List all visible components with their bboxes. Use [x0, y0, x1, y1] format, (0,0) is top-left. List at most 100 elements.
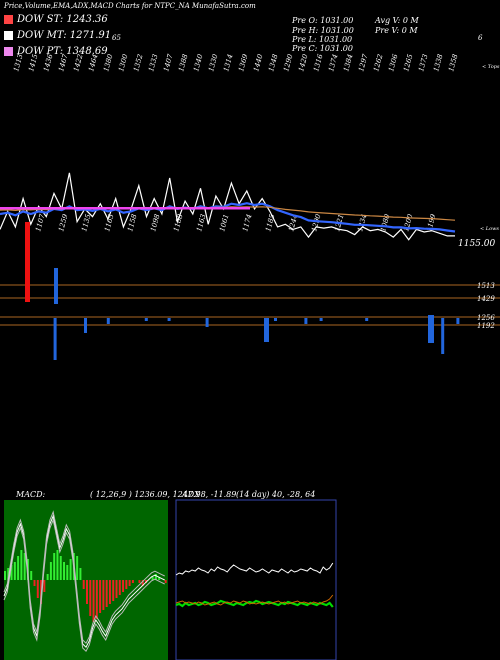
macd-histogram-bar [141, 580, 144, 586]
macd-histogram-bar [33, 580, 36, 586]
stray-label: 6 [478, 34, 483, 42]
volume-bar [167, 318, 171, 321]
macd-histogram-bar [99, 580, 102, 613]
volume-bar [304, 318, 308, 324]
macd-histogram-bar [95, 580, 98, 619]
macd-histogram-bar [56, 550, 59, 580]
macd-histogram-bar [72, 553, 75, 580]
avg-volume: Avg V: 0 M [375, 16, 419, 25]
macd-histogram-bar [17, 556, 20, 580]
top-tick-label: 1380 [102, 53, 114, 73]
macd-histogram-bar [115, 580, 118, 598]
level-label: 1513 [477, 282, 495, 290]
top-tick-label: 1373 [417, 53, 429, 73]
top-tick-label: 1374 [327, 53, 339, 72]
price-series-price [0, 172, 455, 241]
macd-histogram-bar [82, 580, 85, 589]
macd-histogram-bar [30, 571, 33, 580]
macd-histogram-bar [23, 553, 26, 580]
volume-bar [274, 318, 277, 321]
low-tick-label: 1188 [172, 213, 184, 233]
top-tick-label: 1313 [12, 53, 24, 73]
top-tick-label: 1306 [387, 53, 399, 73]
stray-label: 65 [112, 34, 121, 42]
top-tick-label: 1422 [72, 53, 84, 73]
top-tick-label: 1290 [282, 53, 294, 73]
last-price-label: 1155.00 [458, 239, 495, 249]
adx-panel-bg [175, 499, 337, 660]
volume-bar [441, 318, 445, 354]
macd-histogram-bar [112, 580, 115, 601]
top-tick-label: 1314 [222, 53, 234, 72]
legend-label-pt: DOW PT: 1348.69 [17, 46, 108, 57]
legend-dow-mt: DOW MT: 1271.91 [4, 30, 111, 41]
top-tick-label: 1436 [42, 53, 54, 73]
low-tick-label: 1061 [218, 213, 230, 232]
macd-line [3, 514, 165, 649]
macd-histogram-bar [108, 580, 111, 604]
macd-histogram-bar [138, 580, 141, 583]
volume-bar [84, 318, 87, 333]
top-tick-label: 1300 [117, 53, 129, 73]
macd-histogram-bar [63, 562, 66, 580]
volume-bar [456, 318, 460, 324]
top-tick-label: 1316 [312, 53, 324, 73]
level-label: 1256 [477, 314, 495, 322]
low-tick-label: 1200 [402, 213, 414, 233]
prev-close: Pre C: 1031.00 [292, 44, 353, 53]
macd-histogram-bar [128, 580, 131, 586]
macd-line [3, 518, 165, 653]
macd-histogram-bar [89, 580, 92, 616]
low-tick-label: 1259 [57, 213, 69, 233]
macd-histogram-bar [46, 574, 49, 580]
tops-annotation: < Tops [482, 64, 500, 70]
legend-dow-pt: DOW PT: 1348.69 [4, 46, 108, 57]
macd-histogram-bar [131, 580, 134, 583]
macd-histogram-bar [79, 568, 82, 580]
top-tick-label: 1330 [207, 53, 219, 73]
top-tick-label: 1415 [27, 53, 39, 73]
prev-volume: Pre V: 0 M [375, 26, 418, 35]
macd-histogram-bar [36, 580, 39, 598]
lows-annotation: < Lows [480, 226, 499, 232]
volume-bar [264, 318, 269, 342]
low-tick-label: 1098 [149, 213, 161, 233]
top-tick-label: 1467 [57, 53, 69, 73]
legend-swatch-pt [4, 47, 13, 56]
top-tick-label: 1348 [267, 53, 279, 73]
top-tick-label: 1388 [177, 53, 189, 73]
adx-series-minus-di [175, 594, 334, 606]
macd-histogram-bar [69, 559, 72, 580]
low-tick-label: 1080 [379, 213, 391, 233]
macd-histogram-bar [92, 580, 95, 622]
low-tick-label: 1107 [34, 213, 46, 233]
macd-histogram-bar [53, 553, 56, 580]
volume-bar [53, 318, 57, 360]
macd-histogram-bar [26, 559, 29, 580]
adx-title: ADX [182, 490, 200, 499]
legend-swatch-st [4, 15, 13, 24]
volume-bar [205, 318, 209, 327]
volume-bar [319, 318, 323, 321]
macd-histogram-bar [59, 556, 62, 580]
adx-series-adx [175, 562, 334, 576]
low-tick-label: 1290 [310, 213, 322, 233]
adx-series-plus-di [175, 599, 334, 608]
top-tick-label: 1297 [357, 53, 369, 73]
volume-bar [428, 315, 434, 343]
level-label: 1192 [477, 322, 495, 330]
volume-bar [54, 268, 58, 304]
macd-line [3, 510, 165, 645]
macd-histogram-bar [86, 580, 88, 604]
top-tick-label: 1369 [237, 53, 249, 73]
macd-histogram-bar [154, 574, 157, 580]
macd-params: ( 12,26,9 ) 1236.09, 1247.98, -11.89 [90, 490, 237, 499]
top-tick-label: 1262 [372, 53, 384, 73]
macd-panel-bg [4, 500, 168, 660]
legend-swatch-mt [4, 31, 13, 40]
macd-histogram-bar [145, 580, 148, 583]
prev-low: Pre L: 1031.00 [292, 35, 353, 44]
macd-histogram-bar [158, 577, 161, 580]
macd-histogram-bar [10, 565, 13, 580]
macd-histogram-bar [125, 580, 128, 589]
